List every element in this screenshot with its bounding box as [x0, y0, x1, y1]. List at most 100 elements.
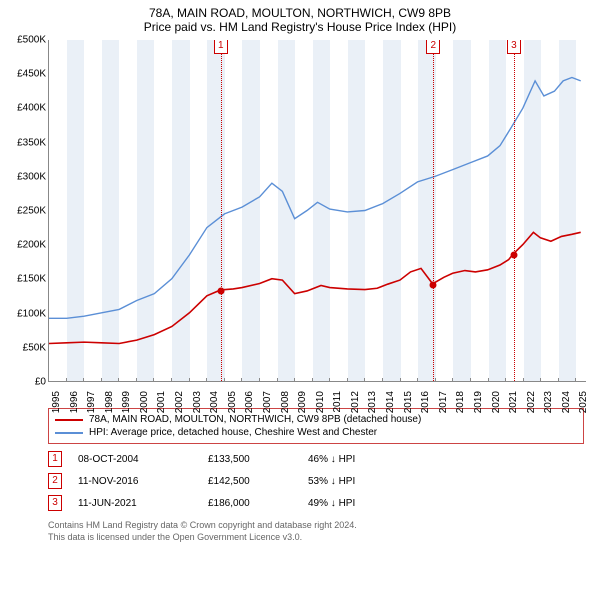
x-axis-label: 2013 [367, 391, 378, 413]
x-axis-label: 2003 [192, 391, 203, 413]
price_paid-line [49, 232, 581, 343]
x-tick [435, 378, 436, 382]
legend-swatch [55, 432, 83, 434]
event-row: 211-NOV-2016£142,50053% ↓ HPI [48, 470, 584, 492]
x-axis-label: 2014 [385, 391, 396, 413]
event-date: 11-NOV-2016 [78, 476, 208, 487]
event-number-box: 1 [48, 451, 62, 467]
x-tick [470, 378, 471, 382]
x-tick [101, 378, 102, 382]
x-tick [66, 378, 67, 382]
x-tick [558, 378, 559, 382]
hpi-line [49, 77, 581, 318]
x-tick [259, 378, 260, 382]
x-axis-label: 2002 [174, 391, 185, 413]
event-row: 1 08-OCT-2004£133,50046% ↓ HPI [48, 448, 584, 470]
y-axis-label: £100K [6, 308, 46, 319]
x-tick [312, 378, 313, 382]
marker-number-box: 3 [507, 40, 521, 54]
x-axis-label: 2010 [315, 391, 326, 413]
x-tick [382, 378, 383, 382]
legend-item: 78A, MAIN ROAD, MOULTON, NORTHWICH, CW9 … [55, 413, 577, 426]
y-axis-label: £150K [6, 274, 46, 285]
x-tick [48, 378, 49, 382]
x-axis-label: 2022 [526, 391, 537, 413]
legend-label: HPI: Average price, detached house, Ches… [89, 427, 377, 438]
x-axis-label: 2006 [244, 391, 255, 413]
title-line-2: Price paid vs. HM Land Registry's House … [6, 20, 594, 34]
event-date: 11-JUN-2021 [78, 498, 208, 509]
x-tick [540, 378, 541, 382]
chart-container: 78A, MAIN ROAD, MOULTON, NORTHWICH, CW9 … [0, 0, 600, 549]
event-number-box: 3 [48, 495, 62, 511]
x-tick [417, 378, 418, 382]
chart-area: 123 £0£50K£100K£150K£200K£250K£300K£350K… [48, 40, 586, 400]
title-block: 78A, MAIN ROAD, MOULTON, NORTHWICH, CW9 … [6, 6, 594, 34]
event-list: 1 08-OCT-2004£133,50046% ↓ HPI 211-NOV-201… [48, 448, 584, 514]
x-tick [189, 378, 190, 382]
x-axis-label: 2012 [350, 391, 361, 413]
title-line-1: 78A, MAIN ROAD, MOULTON, NORTHWICH, CW9 … [6, 6, 594, 20]
x-axis-label: 2005 [227, 391, 238, 413]
x-tick [206, 378, 207, 382]
x-tick [575, 378, 576, 382]
x-axis-label: 2025 [578, 391, 589, 413]
x-axis-label: 2021 [508, 391, 519, 413]
legend-item: HPI: Average price, detached house, Ches… [55, 426, 577, 439]
x-tick [83, 378, 84, 382]
x-tick [347, 378, 348, 382]
x-axis-label: 2007 [262, 391, 273, 413]
x-axis-label: 2017 [438, 391, 449, 413]
x-axis-label: 2009 [297, 391, 308, 413]
marker-dot [217, 287, 224, 294]
y-axis-label: £300K [6, 171, 46, 182]
event-price: £142,500 [208, 476, 308, 487]
x-axis-label: 2019 [473, 391, 484, 413]
y-axis-label: £500K [6, 35, 46, 46]
y-axis-label: £50K [6, 342, 46, 353]
x-tick [224, 378, 225, 382]
plot-area: 1 2 3 [48, 40, 586, 382]
x-tick [364, 378, 365, 382]
x-axis-label: 2015 [403, 391, 414, 413]
footnote: Contains HM Land Registry data © Crown c… [48, 520, 584, 543]
footnote-line-1: Contains HM Land Registry data © Crown c… [48, 520, 584, 532]
event-date: 08-OCT-2004 [78, 454, 208, 465]
x-axis-label: 2008 [280, 391, 291, 413]
x-axis-label: 2023 [543, 391, 554, 413]
x-axis-label: 2004 [209, 391, 220, 413]
x-axis-label: 1995 [51, 391, 62, 413]
x-axis-label: 2024 [561, 391, 572, 413]
x-axis-label: 1996 [69, 391, 80, 413]
x-tick [523, 378, 524, 382]
x-axis-label: 2020 [491, 391, 502, 413]
marker-vline [433, 40, 434, 381]
marker-dot [510, 251, 517, 258]
marker-vline [514, 40, 515, 381]
event-price: £186,000 [208, 498, 308, 509]
x-tick [400, 378, 401, 382]
x-tick [488, 378, 489, 382]
marker-number-box: 1 [214, 40, 228, 54]
legend: 78A, MAIN ROAD, MOULTON, NORTHWICH, CW9 … [48, 408, 584, 444]
legend-label: 78A, MAIN ROAD, MOULTON, NORTHWICH, CW9 … [89, 414, 421, 425]
x-axis-label: 1999 [121, 391, 132, 413]
x-axis-label: 2000 [139, 391, 150, 413]
x-axis-label: 2018 [455, 391, 466, 413]
marker-dot [430, 281, 437, 288]
x-tick [153, 378, 154, 382]
x-axis-label: 1997 [86, 391, 97, 413]
x-axis-label: 1998 [104, 391, 115, 413]
legend-swatch [55, 419, 83, 421]
x-tick [171, 378, 172, 382]
x-tick [136, 378, 137, 382]
marker-number-box: 2 [426, 40, 440, 54]
event-row: 3 11-JUN-2021£186,00049% ↓ HPI [48, 492, 584, 514]
y-axis-label: £400K [6, 103, 46, 114]
x-tick [241, 378, 242, 382]
event-delta: 49% ↓ HPI [308, 498, 355, 509]
event-price: £133,500 [208, 454, 308, 465]
event-delta: 46% ↓ HPI [308, 454, 355, 465]
footnote-line-2: This data is licensed under the Open Gov… [48, 532, 584, 544]
line-layer [49, 40, 586, 381]
